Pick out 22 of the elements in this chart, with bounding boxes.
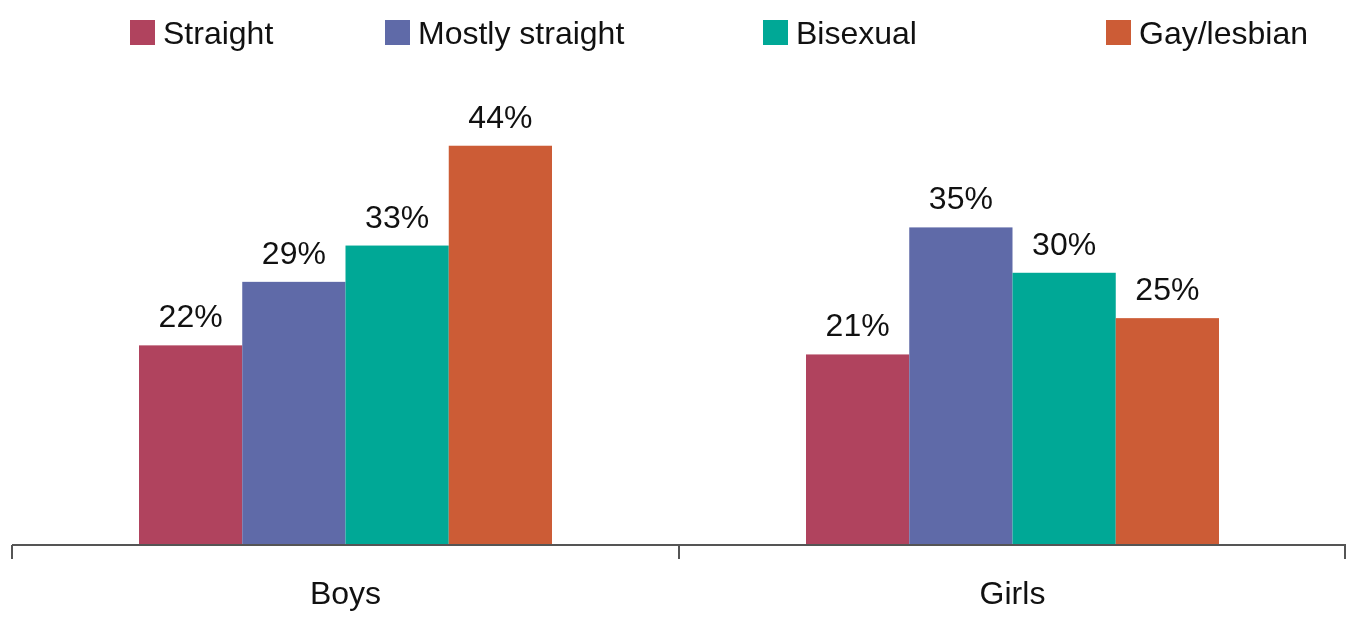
legend-label: Mostly straight xyxy=(418,15,625,51)
data-label: 33% xyxy=(365,198,430,235)
x-tick-label: Girls xyxy=(979,575,1046,611)
bar xyxy=(806,354,910,545)
data-label: 44% xyxy=(468,98,533,135)
data-label: 29% xyxy=(261,234,326,271)
data-label: 35% xyxy=(928,180,993,217)
bar xyxy=(909,227,1013,545)
x-tick-label: Boys xyxy=(309,575,382,611)
bar xyxy=(448,145,552,545)
data-label: 22% xyxy=(158,298,223,335)
bar xyxy=(345,245,449,545)
data-label: 30% xyxy=(1032,225,1097,262)
data-label: 21% xyxy=(825,307,890,344)
legend-label: Gay/lesbian xyxy=(1139,15,1308,51)
data-label: 25% xyxy=(1135,271,1200,308)
bar xyxy=(242,281,346,545)
bar xyxy=(139,345,243,545)
legend-label: Bisexual xyxy=(796,15,917,51)
bar xyxy=(1115,318,1219,545)
bar xyxy=(1012,272,1116,545)
legend-label: Straight xyxy=(163,15,274,51)
